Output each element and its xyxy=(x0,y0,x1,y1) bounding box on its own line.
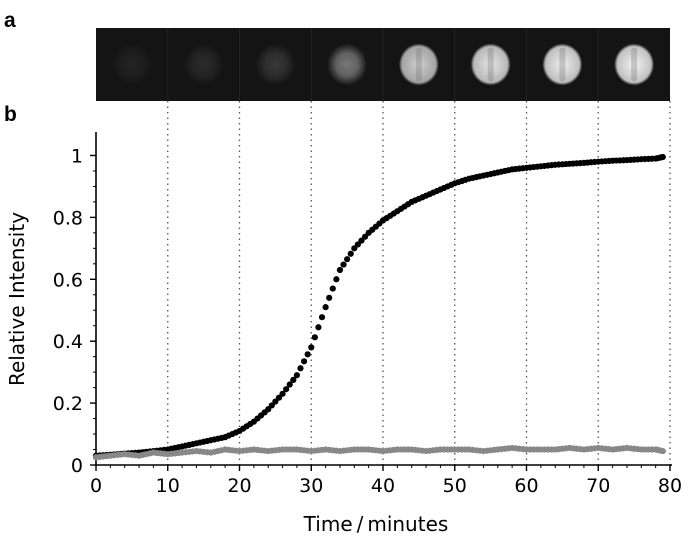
series-1-point xyxy=(297,365,304,372)
y-axis-ticks: 0 0.2 0.4 0.6 0.8 1 xyxy=(53,145,96,477)
spot-3 xyxy=(255,43,296,86)
spot-4 xyxy=(327,43,368,86)
series-1-point xyxy=(283,386,290,393)
series-2 xyxy=(92,444,666,461)
spot-5 xyxy=(398,43,439,86)
y-tick-label-0: 0 xyxy=(71,455,83,477)
series-1-point xyxy=(344,256,351,263)
x-tick-label-70: 70 xyxy=(586,475,610,497)
spot-2 xyxy=(183,43,224,86)
series-1-point xyxy=(333,276,340,283)
series-1-point xyxy=(311,334,318,341)
series-1-point xyxy=(315,324,322,331)
x-tick-label-60: 60 xyxy=(514,475,538,497)
x-tick-label-0: 0 xyxy=(90,475,102,497)
x-axis-title: Time / minutes xyxy=(303,512,449,536)
x-tick-label-50: 50 xyxy=(443,475,467,497)
dotted-time-gridlines xyxy=(167,101,671,465)
series-1-point xyxy=(340,261,347,268)
series-1-point xyxy=(659,153,666,161)
series-1-point xyxy=(279,390,286,397)
series-1 xyxy=(92,153,666,459)
spot-8 xyxy=(614,43,655,86)
x-tick-label-40: 40 xyxy=(371,475,395,497)
series-2-point xyxy=(659,447,666,455)
y-axis-title: Relative Intensity xyxy=(5,212,29,386)
series-1-point xyxy=(322,304,329,311)
x-axis-ticks: 0 10 20 30 40 50 60 70 80 xyxy=(90,465,682,497)
spot-5-band xyxy=(415,47,422,82)
series-1-point xyxy=(293,372,300,379)
series-1-point xyxy=(300,358,308,365)
series-1-point xyxy=(308,344,315,351)
y-tick-label-0.2: 0.2 xyxy=(53,393,83,415)
plot-axes xyxy=(95,132,672,466)
series-1-point xyxy=(318,314,326,321)
y-tick-label-1: 1 xyxy=(71,145,83,167)
spot-6 xyxy=(470,43,511,86)
spot-1 xyxy=(111,43,152,86)
series-1-point xyxy=(304,351,311,358)
spot-7-band xyxy=(559,47,566,82)
data-series xyxy=(92,153,666,461)
y-tick-label-0.4: 0.4 xyxy=(53,331,83,353)
series-1-point xyxy=(347,250,354,257)
x-tick-label-30: 30 xyxy=(299,475,323,497)
panel-label-a: a xyxy=(4,9,16,32)
spot-7 xyxy=(542,43,583,86)
series-1-point xyxy=(329,285,336,292)
series-1-point xyxy=(290,376,297,383)
y-tick-label-0.8: 0.8 xyxy=(53,207,83,229)
x-tick-label-20: 20 xyxy=(227,475,251,497)
spot-image-strip xyxy=(96,28,670,101)
series-1-point xyxy=(326,294,333,301)
panel-label-b: b xyxy=(4,103,17,126)
series-1-point xyxy=(336,266,344,274)
spot-6-band xyxy=(487,47,494,82)
x-tick-label-10: 10 xyxy=(156,475,180,497)
series-1-point xyxy=(286,381,293,388)
x-tick-label-80: 80 xyxy=(658,475,682,497)
spot-8-band xyxy=(631,47,638,82)
y-tick-label-0.6: 0.6 xyxy=(53,269,83,291)
